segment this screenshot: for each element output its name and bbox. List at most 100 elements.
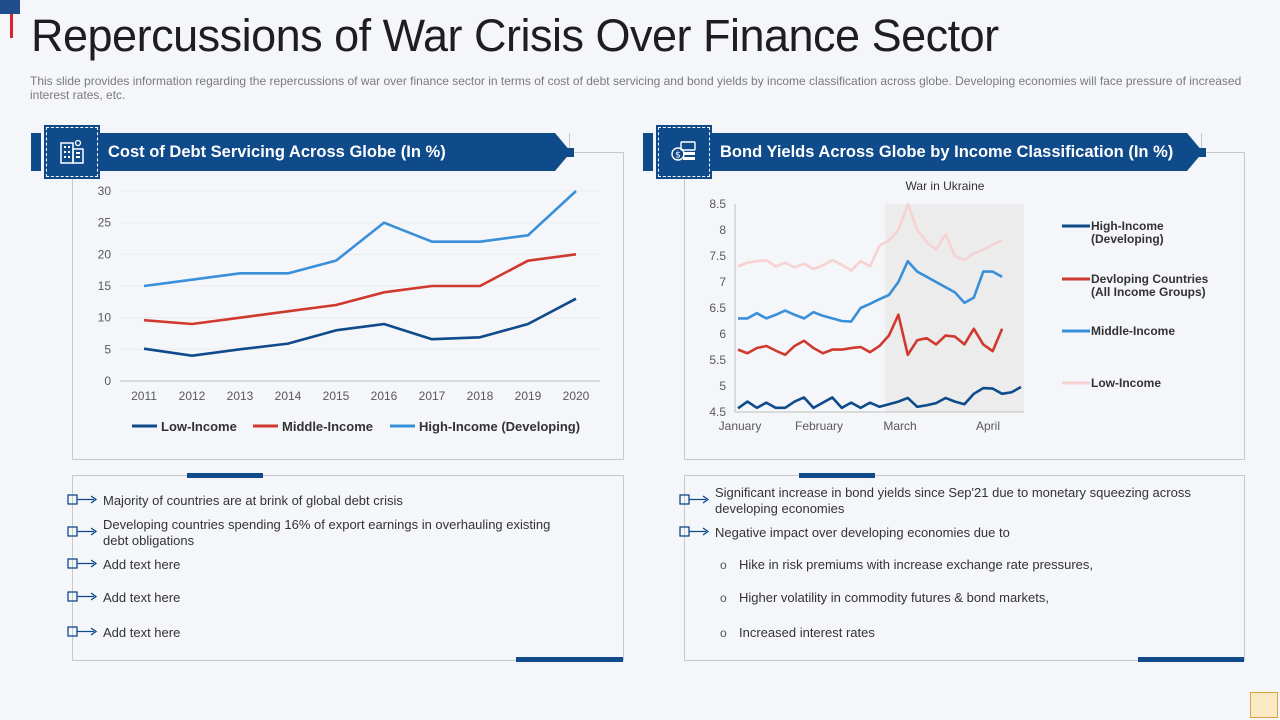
y-tick-label: 8 <box>719 223 726 237</box>
sub-list-item: o Increased interest rates <box>720 625 1200 641</box>
x-tick-label: April <box>976 419 1000 433</box>
y-tick-label: 0 <box>104 374 111 388</box>
x-tick-label: 2017 <box>419 389 446 403</box>
legend-label: Low-Income <box>1091 376 1161 390</box>
top-accent-bar <box>0 0 20 14</box>
arrow-bullet-icon <box>679 525 715 541</box>
war-period-shade <box>884 204 1024 412</box>
series-line-high-income-developing- <box>737 385 1022 410</box>
debt-servicing-chart: 0 5 10 15 20 25 30 2011 2012 2013 2014 2015 2016 2017… <box>98 184 600 434</box>
y-tick-label: 25 <box>98 216 112 230</box>
list-item: Significant increase in bond yields sinc… <box>679 485 1219 517</box>
arrow-bullet-icon <box>679 493 715 509</box>
right-header-arrow <box>1187 133 1203 171</box>
series-line-devloping-countries-all-income-groups- <box>737 313 1004 357</box>
x-tick-label: 2013 <box>227 389 254 403</box>
x-tick-label: February <box>795 419 843 433</box>
legend-label: High-Income (Developing) <box>1091 219 1164 246</box>
building-icon <box>44 125 100 179</box>
list-item: Add text here <box>67 590 587 606</box>
page-subtitle: This slide provides information regardin… <box>30 74 1242 102</box>
bond-yields-chart: War in Ukraine 4.5 5 5.5 6 6.5 7 7.5 8 8.5 January… <box>709 179 1209 433</box>
series-line-middle-income <box>738 259 1003 323</box>
right-sub-bullet-1: Hike in risk premiums with increase exch… <box>739 557 1094 572</box>
right-text-accent-top <box>799 473 875 478</box>
x-tick-label: 2011 <box>131 389 157 403</box>
right-chart-header-text: Bond Yields Across Globe by Income Class… <box>720 142 1174 161</box>
right-chart-header: Bond Yields Across Globe by Income Class… <box>711 133 1187 171</box>
y-tick-label: 6 <box>719 327 726 341</box>
arrow-bullet-icon <box>67 493 103 509</box>
x-tick-label: 2015 <box>323 389 350 403</box>
left-bullet-4: Add text here <box>103 590 181 605</box>
y-tick-label: 6.5 <box>709 301 726 315</box>
x-tick-label: 2019 <box>515 389 542 403</box>
series-line-low-income <box>143 297 577 357</box>
annotation-label: War in Ukraine <box>906 179 985 193</box>
legend-label: High-Income (Developing) <box>419 419 580 434</box>
series-line-low-income <box>737 202 1003 272</box>
left-bullet-3: Add text here <box>103 557 181 572</box>
left-bullet-1: Majority of countries are at brink of gl… <box>103 493 403 508</box>
page-title: Repercussions of War Crisis Over Finance… <box>31 10 999 61</box>
sub-list-item: o Hike in risk premiums with increase ex… <box>720 557 1200 573</box>
x-tick-label: January <box>719 419 762 433</box>
y-tick-label: 7 <box>719 275 726 289</box>
left-text-accent-top <box>187 473 263 478</box>
corner-badge <box>1250 692 1278 718</box>
right-bullet-2: Negative impact over developing economie… <box>715 525 1010 540</box>
right-text-accent-bottom <box>1138 657 1244 662</box>
series-line-high-income-developing- <box>143 190 577 288</box>
money-icon: $ <box>656 125 712 179</box>
x-tick-label: 2012 <box>179 389 206 403</box>
list-item: Developing countries spending 16% of exp… <box>67 517 567 549</box>
left-bullet-5: Add text here <box>103 625 181 640</box>
circle-bullet-icon: o <box>720 591 727 605</box>
list-item: Majority of countries are at brink of gl… <box>67 493 587 509</box>
y-tick-label: 5 <box>719 379 726 393</box>
y-tick-label: 20 <box>98 247 112 261</box>
legend-label: Middle-Income <box>282 419 373 434</box>
left-header-arrow <box>555 133 571 171</box>
right-sub-bullet-2: Higher volatility in commodity futures &… <box>739 590 1049 605</box>
legend-label: Middle-Income <box>1091 324 1175 338</box>
circle-bullet-icon: o <box>720 626 727 640</box>
sub-list-item: o Higher volatility in commodity futures… <box>720 590 1200 606</box>
y-tick-label: 7.5 <box>709 249 726 263</box>
arrow-bullet-icon <box>67 525 103 541</box>
circle-bullet-icon: o <box>720 558 727 572</box>
list-item: Negative impact over developing economie… <box>679 525 1219 541</box>
left-chart-header: Cost of Debt Servicing Across Globe (In … <box>99 133 555 171</box>
legend-label: Devloping Countries (All Income Groups) <box>1091 272 1209 299</box>
x-tick-label: 2020 <box>563 389 590 403</box>
left-header-bg <box>31 133 41 171</box>
y-tick-label: 8.5 <box>709 197 726 211</box>
left-chart-panel <box>72 152 624 460</box>
left-text-accent-bottom <box>516 657 623 662</box>
x-tick-label: 2014 <box>275 389 302 403</box>
top-red-accent <box>10 14 13 38</box>
left-bullet-2: Developing countries spending 16% of exp… <box>103 517 551 548</box>
arrow-bullet-icon <box>67 557 103 573</box>
svg-text:$: $ <box>675 151 681 161</box>
right-text-panel <box>684 475 1245 661</box>
arrow-bullet-icon <box>67 590 103 606</box>
arrow-bullet-icon <box>67 625 103 641</box>
list-item: Add text here <box>67 625 587 641</box>
legend-label: Low-Income <box>161 419 237 434</box>
x-tick-label: 2018 <box>467 389 494 403</box>
y-tick-label: 15 <box>98 279 112 293</box>
x-tick-label: March <box>883 419 916 433</box>
right-header-bg <box>643 133 653 171</box>
y-tick-label: 5.5 <box>709 353 726 367</box>
y-tick-label: 30 <box>98 184 112 198</box>
right-bullet-1: Significant increase in bond yields sinc… <box>715 485 1191 516</box>
x-tick-label: 2016 <box>371 389 398 403</box>
y-tick-label: 10 <box>98 311 112 325</box>
series-line-middle-income <box>143 253 577 326</box>
y-tick-label: 5 <box>104 342 111 356</box>
left-text-panel <box>72 475 624 661</box>
right-sub-bullet-3: Increased interest rates <box>739 625 875 640</box>
y-tick-label: 4.5 <box>709 405 726 419</box>
left-chart-header-text: Cost of Debt Servicing Across Globe (In … <box>108 142 446 161</box>
